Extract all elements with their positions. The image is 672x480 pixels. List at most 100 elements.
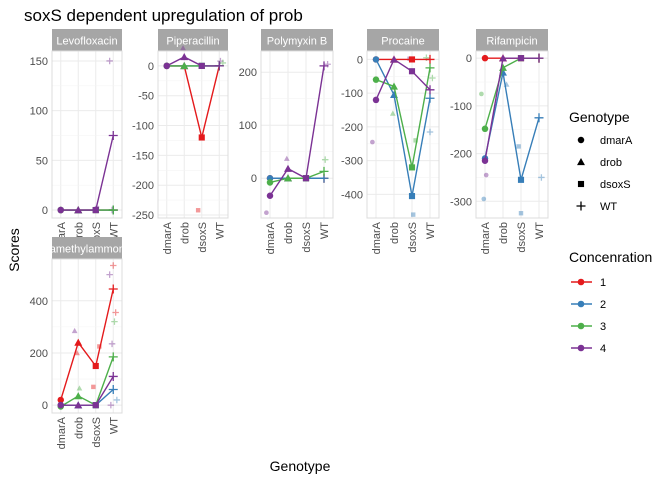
raw-point — [479, 91, 484, 97]
raw-point — [74, 350, 80, 356]
raw-point — [107, 401, 115, 409]
series-line-4 — [166, 56, 220, 67]
raw-point — [219, 59, 227, 67]
gridlines — [158, 51, 228, 218]
x-tick-label: WT — [534, 222, 546, 239]
gridlines — [476, 51, 548, 218]
series-line-2 — [60, 388, 114, 406]
point-series-1 — [74, 338, 83, 346]
color-legend-label: 2 — [600, 299, 606, 311]
color-legend-label: 4 — [600, 343, 606, 355]
y-tick-label: -200 — [450, 149, 472, 161]
y-tick-label: -150 — [132, 150, 154, 162]
raw-point — [76, 385, 83, 391]
point-series-3 — [180, 61, 189, 70]
point-series-4 — [57, 401, 64, 409]
x-tick-label: dmarA — [371, 221, 383, 254]
gridlines — [52, 51, 122, 218]
facet-strip-label: Levofloxacin — [56, 36, 117, 48]
raw-point — [71, 327, 78, 334]
panel-border — [51, 50, 123, 219]
facet-panel: Rifampicin 0 -100 -200 -300 dmarA drob dsoxS WT — [450, 29, 549, 254]
raw-point — [324, 61, 331, 68]
shape-legend-label: drob — [600, 157, 622, 169]
x-tick-label: dmarA — [162, 221, 174, 254]
legend-key-drob — [577, 158, 585, 166]
facet-strip — [52, 29, 122, 51]
facet-strip-label: Procaine — [381, 36, 424, 48]
point-series-3 — [108, 205, 118, 215]
series-line-4 — [60, 135, 114, 211]
y-tick-label: 0 — [357, 54, 363, 66]
y-tick-label: -100 — [341, 88, 363, 100]
facet-strip — [158, 29, 228, 51]
y-tick-label: 200 — [30, 348, 48, 360]
raw-point — [106, 57, 113, 65]
raw-point — [538, 174, 545, 181]
x-tick-label: dmarA — [56, 416, 68, 449]
y-tick-label: -100 — [450, 101, 472, 113]
raw-point — [113, 396, 121, 404]
point-series-2 — [408, 193, 416, 200]
y-tick-label: -250 — [132, 210, 154, 222]
shape-legend: Genotype dmarA drob dsoxS WT — [569, 109, 633, 213]
raw-point — [481, 196, 487, 202]
facet-panel: Procaine 0 -100 -200 -300 -400 dmarA drob dsoxS W… — [341, 29, 440, 254]
point-series-1 — [57, 396, 64, 404]
panel-border — [366, 50, 440, 219]
y-tick-label: 0 — [251, 173, 257, 185]
color-legend: Concenration 1 2 3 4 — [569, 249, 652, 355]
point-series-4 — [92, 402, 99, 409]
panel-border — [260, 50, 334, 219]
series-line-3 — [269, 170, 325, 184]
x-tick-label: WT — [108, 222, 120, 239]
facet-strip-label: Piperacillin — [166, 36, 219, 48]
raw-point — [410, 212, 416, 217]
raw-point — [111, 318, 118, 325]
x-tick-label: dmarA — [480, 221, 492, 254]
panel-border — [157, 50, 229, 219]
facet-strip-label: Rifampicin — [486, 36, 537, 48]
legend-dot — [577, 344, 585, 352]
legend-key-WT — [576, 201, 586, 211]
raw-point — [180, 45, 186, 51]
point-series-3 — [425, 63, 435, 73]
legend-dot — [577, 300, 585, 308]
raw-point — [389, 110, 396, 116]
y-tick-label: -50 — [138, 91, 154, 103]
raw-point — [283, 155, 290, 161]
legend-dot — [577, 278, 585, 286]
x-axis-label: Genotype — [270, 458, 331, 474]
legend-key-dmarA — [577, 136, 585, 144]
x-tick-label: dsoxS — [197, 222, 209, 253]
series-line-1 — [60, 288, 114, 401]
point-series-4 — [198, 62, 205, 69]
shape-legend-title: Genotype — [569, 109, 630, 125]
point-series-4 — [499, 54, 507, 62]
x-tick-label: WT — [214, 222, 226, 239]
series-line-3 — [60, 356, 114, 408]
point-series-4 — [74, 401, 83, 409]
point-series-3 — [499, 63, 507, 71]
y-tick-label: -300 — [341, 156, 363, 168]
color-legend-label: 3 — [600, 321, 606, 333]
x-tick-label: drob — [389, 222, 401, 244]
point-series-1 — [198, 134, 205, 141]
y-tick-label: 100 — [239, 120, 257, 132]
y-axis-label: Scores — [6, 228, 22, 272]
chart-title: soxS dependent upregulation of prob — [24, 6, 303, 25]
point-series-3 — [372, 76, 380, 83]
raw-point — [106, 271, 113, 278]
y-tick-label: -200 — [132, 180, 154, 192]
x-tick-label: dsoxS — [91, 417, 103, 448]
y-tick-label: 150 — [30, 56, 48, 68]
point-series-4 — [284, 164, 292, 172]
raw-point — [516, 144, 521, 149]
point-series-2 — [534, 113, 544, 123]
facet-panel: Polymyxin B 0 100 200 dmarA drob dsoxS WT — [239, 29, 334, 254]
point-series-2 — [517, 176, 525, 183]
point-series-4 — [266, 192, 274, 199]
y-tick-label: 0 — [42, 400, 48, 412]
x-tick-label: WT — [425, 222, 437, 239]
y-tick-label: -100 — [132, 121, 154, 133]
